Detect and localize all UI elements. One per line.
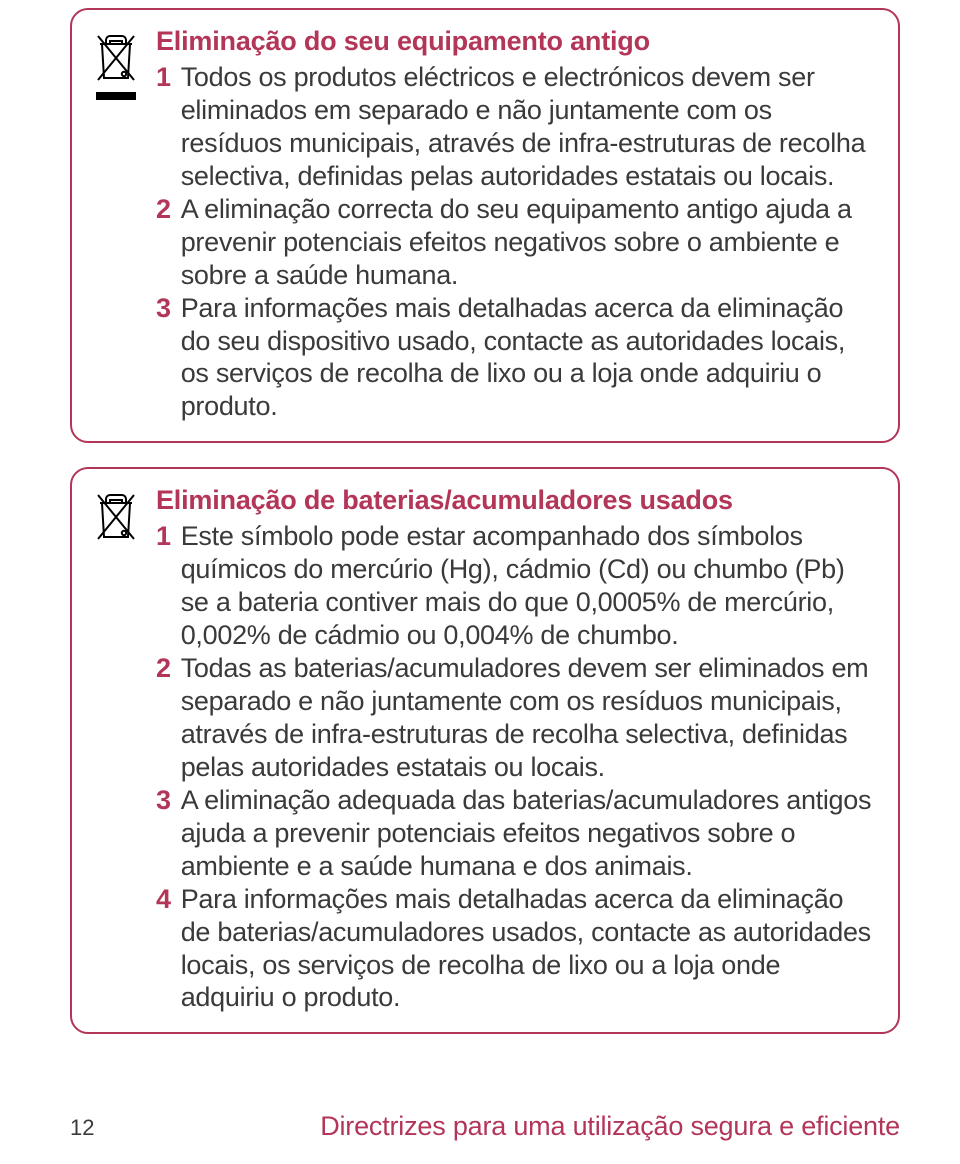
item-text: Para informações mais detalhadas acerca … [181, 883, 876, 1015]
item-number: 3 [156, 292, 171, 424]
item-text: Este símbolo pode estar acompanhado dos … [181, 520, 876, 652]
weee-bin-icon [92, 30, 140, 86]
panel-title: Eliminação do seu equipamento antigo [156, 26, 876, 57]
footer-section-title: Directrizes para uma utilização segura e… [320, 1111, 900, 1142]
disposal-equipment-panel: Eliminação do seu equipamento antigo 1To… [70, 8, 900, 443]
disposal-list: 1Todos os produtos eléctricos e electrón… [156, 61, 876, 423]
list-item: 2A eliminação correcta do seu equipament… [156, 193, 876, 292]
list-item: 2Todas as baterias/acumuladores devem se… [156, 652, 876, 784]
item-number: 1 [156, 520, 171, 652]
disposal-list: 1Este símbolo pode estar acompanhado dos… [156, 520, 876, 1014]
item-number: 2 [156, 652, 171, 784]
icon-column [90, 26, 142, 100]
item-text: A eliminação correcta do seu equipamento… [181, 193, 876, 292]
underbar-icon [96, 92, 136, 100]
item-number: 4 [156, 883, 171, 1015]
panel-content: Eliminação de baterias/acumuladores usad… [156, 485, 876, 1014]
item-text: Todas as baterias/acumuladores devem ser… [181, 652, 876, 784]
page-footer: 12 Directrizes para uma utilização segur… [70, 1111, 900, 1142]
page-number: 12 [70, 1115, 94, 1141]
list-item: 3A eliminação adequada das baterias/acum… [156, 784, 876, 883]
item-text: Todos os produtos eléctricos e electróni… [181, 61, 876, 193]
icon-column [90, 485, 142, 545]
item-text: Para informações mais detalhadas acerca … [181, 292, 876, 424]
list-item: 1Este símbolo pode estar acompanhado dos… [156, 520, 876, 652]
weee-bin-icon [92, 489, 140, 545]
list-item: 4Para informações mais detalhadas acerca… [156, 883, 876, 1015]
panel-title: Eliminação de baterias/acumuladores usad… [156, 485, 876, 516]
item-number: 2 [156, 193, 171, 292]
item-number: 1 [156, 61, 171, 193]
item-number: 3 [156, 784, 171, 883]
list-item: 3Para informações mais detalhadas acerca… [156, 292, 876, 424]
item-text: A eliminação adequada das baterias/acumu… [181, 784, 876, 883]
list-item: 1Todos os produtos eléctricos e electrón… [156, 61, 876, 193]
panel-content: Eliminação do seu equipamento antigo 1To… [156, 26, 876, 423]
disposal-batteries-panel: Eliminação de baterias/acumuladores usad… [70, 467, 900, 1034]
